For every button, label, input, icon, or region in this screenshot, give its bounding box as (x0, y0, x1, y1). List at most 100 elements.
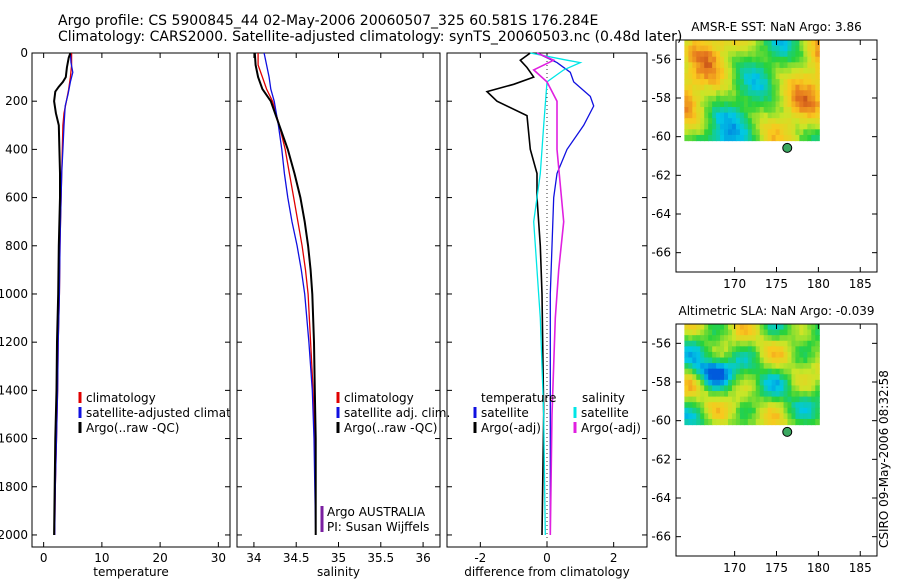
sst_map-heat-cell (747, 40, 753, 47)
sst_map-heat-cell (739, 118, 745, 125)
sst_map-heat-cell (747, 112, 753, 119)
sla_map-heat-cell (724, 396, 729, 403)
sla_map-heat-cell (779, 329, 785, 336)
sst_map-heat-cell (700, 118, 705, 125)
sla_map-heat-cell (692, 402, 697, 409)
sst_map-heat-cell (708, 73, 713, 80)
sst_map-heat-cell (795, 112, 800, 119)
sst_map-heat-cell (716, 123, 721, 130)
sst_map-heat-cell (735, 95, 741, 103)
sst_map-heat-cell (795, 118, 800, 125)
sla_map-heat-cell (747, 351, 753, 359)
temperature-ytick-label: 800 (5, 239, 28, 253)
sst_map-heat-cell (700, 45, 705, 52)
sla_map-heat-cell (751, 335, 757, 342)
sst_map-heat-cell (712, 45, 717, 52)
sla_map-heat-cell (775, 368, 781, 375)
sst_map-float-marker (782, 142, 793, 153)
sla_map-heat-cell (763, 402, 769, 409)
sst_map-heat-cell (807, 73, 812, 80)
sst_map-heat-cell (724, 56, 729, 63)
sst_map-heat-cell (759, 123, 765, 130)
sla_map-heat-cell (811, 324, 816, 331)
sla_map-heat-cell (811, 402, 816, 409)
sla_map-heat-cell (743, 402, 749, 409)
sst_map-heat-cell (720, 67, 725, 75)
sla_map-heat-cell (747, 402, 753, 409)
sst_map-heat-cell (712, 123, 717, 130)
sst_map-heat-cell (684, 67, 689, 75)
sst_map-heat-cell (696, 101, 701, 108)
sla_map-heat-cell (696, 391, 701, 398)
sla_map-heat-cell (720, 418, 725, 426)
sst_map-heat-cell (696, 95, 701, 103)
sla_map-xtick-label: 175 (765, 561, 788, 575)
sla_map-heat-cell (743, 335, 749, 342)
sst_map-heat-cell (807, 40, 812, 47)
sla_map-heat-cell (751, 346, 757, 353)
sla_map-heat-cell (696, 385, 701, 392)
sla_map-heat-cell (684, 335, 689, 342)
sst_map-heat-cell (684, 62, 689, 69)
sst_map-heat-cell (767, 134, 773, 142)
sla_map-heat-cell (696, 324, 701, 331)
sla_map-heat-cell (795, 340, 800, 347)
sst_map-heat-cell (700, 79, 705, 86)
sla_map-heat-cell (755, 340, 761, 347)
sst_map-heat-cell (795, 134, 800, 142)
sst_map-heat-cell (779, 123, 785, 130)
sst_map-xtick-label: 185 (849, 277, 872, 291)
sst_map-heat-cell (735, 90, 741, 97)
sla_map-heat-cell (759, 351, 765, 359)
sst_map-heat-cell (755, 79, 761, 86)
sla_map-heat-cell (712, 385, 717, 392)
sla_map-heat-cell (747, 391, 753, 398)
sst_map-heat-cell (767, 51, 773, 58)
sst_map-heat-cell (692, 79, 697, 86)
sst_map-heat-cell (799, 101, 804, 108)
sst_map-heat-cell (743, 134, 749, 142)
sst_map-heat-cell (795, 45, 800, 52)
sst_map-heat-cell (724, 123, 729, 130)
sla_map-heat-cell (811, 335, 816, 342)
sst_map-heat-cell (708, 112, 713, 119)
sla_map-heat-cell (799, 413, 804, 420)
sla_map-heat-cell (735, 385, 741, 392)
sst_map-heat-cell (700, 112, 705, 119)
sla_map-heat-cell (787, 324, 793, 331)
sla_map-heat-cell (815, 324, 820, 331)
sst_map-heat-cell (684, 40, 689, 47)
sst_map-heat-cell (783, 51, 789, 58)
sla_map-heat-cell (803, 413, 808, 420)
sst_map-xtick-label: 180 (807, 277, 830, 291)
sst_map-heat-cell (688, 129, 693, 136)
sla_map-heat-cell (759, 335, 765, 342)
salinity-series-line (257, 53, 317, 535)
sla_map-heat-cell (815, 391, 820, 398)
sst_map-heat-cell (755, 84, 761, 91)
sla_map-heat-cell (696, 351, 701, 359)
sst_map-heat-cell (779, 134, 785, 142)
sst_map-heat-cell (692, 67, 697, 75)
sst_map-heat-cell (763, 129, 769, 136)
sla_map-heat-cell (700, 418, 705, 426)
sst_map-heat-cell (767, 123, 773, 130)
sst_map-heat-cell (684, 45, 689, 52)
sla_map-heat-cell (696, 357, 701, 364)
sla_map-heat-cell (700, 385, 705, 392)
sla_map-heat-cell (779, 396, 785, 403)
sst_map-heat-cell (692, 40, 697, 47)
sla_map-heat-cell (783, 379, 789, 387)
sla_map-ytick-label: -64 (651, 491, 671, 505)
sst_map-heat-cell (751, 90, 757, 97)
sst_map-heat-cell (743, 101, 749, 108)
sla_map-heat-cell (708, 379, 713, 387)
sla_map-heat-cell (751, 407, 757, 414)
sla_map-heat-cell (747, 324, 753, 331)
sst_map-heat-cell (751, 118, 757, 125)
sla_map-heat-cell (767, 379, 773, 387)
sst_map-heat-cell (799, 56, 804, 63)
sst_map-heat-cell (684, 123, 689, 130)
sla_map-heat-cell (739, 363, 745, 370)
sla_map-heat-cell (688, 407, 693, 414)
